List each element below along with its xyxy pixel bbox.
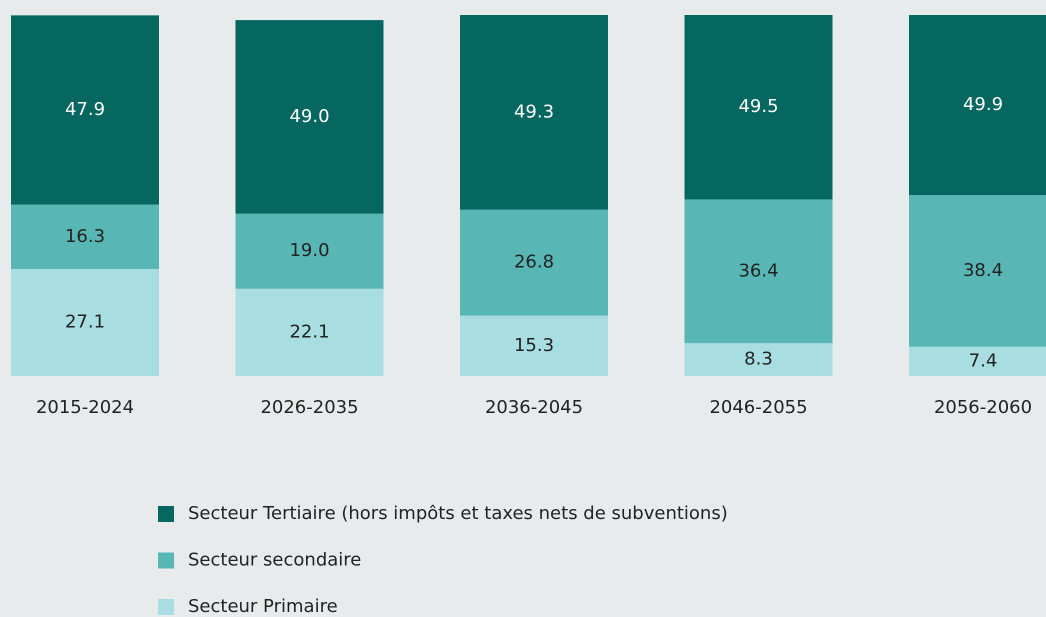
- legend-swatch: [158, 552, 174, 569]
- bar-segment: [909, 346, 1046, 376]
- data-label: 27.1: [65, 311, 105, 332]
- legend-label: Secteur Primaire: [188, 596, 338, 617]
- data-label: 22.1: [289, 321, 329, 342]
- bar-segment: [235, 213, 384, 289]
- data-label: 19.0: [289, 240, 329, 261]
- data-label: 49.0: [289, 106, 329, 127]
- bar-segment: [11, 204, 159, 269]
- data-label: 49.9: [963, 94, 1003, 115]
- x-tick-label: 2026-2035: [260, 397, 358, 418]
- bar-segment: [11, 268, 159, 376]
- plot-area: 27.1 16.3 47.9 22.1 19.0 49.0 15.3 26.8 49.3 8.3 3…: [11, 15, 1046, 376]
- data-label: 26.8: [514, 252, 554, 273]
- data-label: 8.3: [744, 349, 773, 370]
- bar-segment: [460, 209, 608, 316]
- legend-label: Secteur secondaire: [188, 550, 361, 571]
- legend-swatch: [158, 599, 174, 615]
- data-label: 7.4: [969, 350, 998, 371]
- x-tick-label: 2015-2024: [36, 397, 134, 418]
- bar-segment: [684, 15, 833, 200]
- data-label: 36.4: [738, 260, 778, 281]
- bar-segment: [460, 15, 608, 210]
- bar-segment: [235, 288, 384, 376]
- data-label: 38.4: [963, 260, 1003, 281]
- legend-swatch: [158, 506, 174, 522]
- bar-segment: [684, 199, 833, 344]
- data-label: 49.3: [514, 101, 554, 122]
- data-label: 49.5: [738, 96, 778, 117]
- bar-segment: [909, 195, 1046, 347]
- bar-segment: [684, 343, 833, 376]
- data-label: 16.3: [65, 226, 105, 247]
- data-label: 47.9: [65, 99, 105, 120]
- legend-label: Secteur Tertiaire (hors impôts et taxes …: [188, 503, 728, 524]
- bar-segment: [460, 315, 608, 376]
- x-tick-label: 2036-2045: [485, 397, 583, 418]
- x-tick-label: 2056-2060: [934, 397, 1032, 418]
- bar-segment: [909, 15, 1046, 196]
- bar-segment: [11, 15, 159, 205]
- bar-segment: [235, 20, 384, 214]
- x-tick-label: 2046-2055: [709, 397, 807, 418]
- data-label: 15.3: [514, 335, 554, 356]
